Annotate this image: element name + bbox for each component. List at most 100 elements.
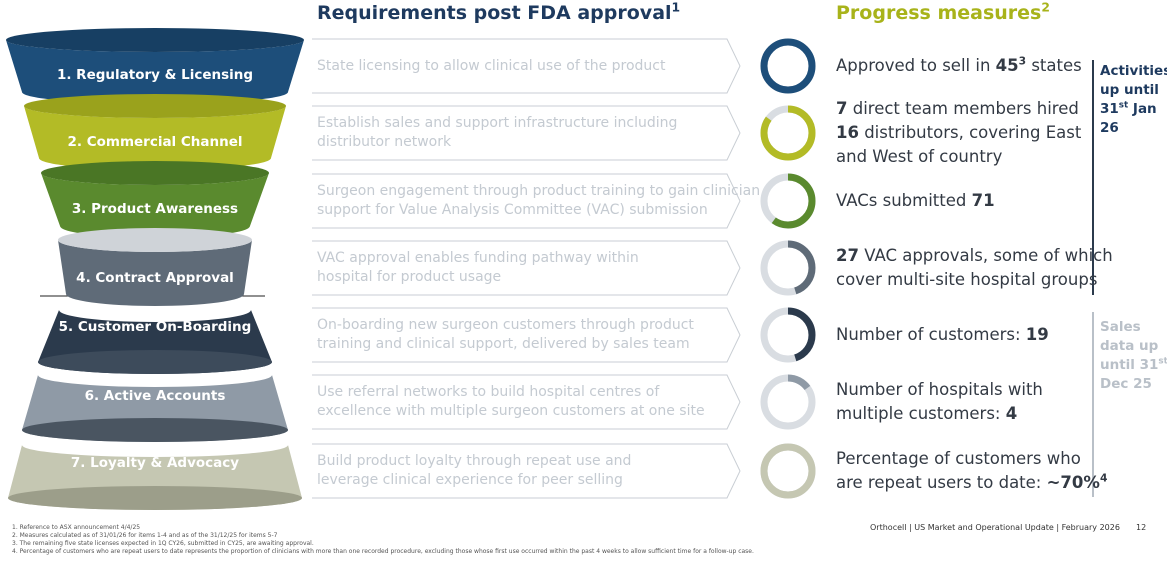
- requirement: On-boarding new surgeon customers throug…: [317, 316, 694, 354]
- text-line: until 31st: [1100, 356, 1167, 375]
- text-line: are repeat users to date: ~70%4: [836, 471, 1107, 495]
- text-line: Activities: [1100, 62, 1167, 81]
- requirement-arrow: [312, 38, 741, 94]
- text-run: st: [1158, 356, 1167, 367]
- requirement-line: distributor network: [317, 134, 452, 150]
- text-run: direct team members hired: [847, 99, 1079, 118]
- funnel-stage: [6, 40, 304, 104]
- text-line: Number of hospitals with: [836, 378, 1043, 402]
- requirement-arrow: [312, 374, 741, 430]
- side-note: Activities up until 31st Jan 26: [1100, 62, 1167, 138]
- text-run: Number of customers:: [836, 325, 1026, 344]
- funnel-cap: [38, 350, 272, 374]
- ring-progress: [760, 105, 816, 161]
- requirement-line: Build product loyalty through repeat use…: [317, 453, 632, 469]
- requirement-arrow: [312, 443, 741, 499]
- progress-measure: Approved to sell in 453 states: [836, 54, 1082, 78]
- text-run: Dec 25: [1100, 376, 1152, 392]
- text-run: multiple customers:: [836, 404, 1006, 423]
- text-run: VAC approvals, some of which: [858, 246, 1113, 265]
- requirement: Build product loyalty through repeat use…: [317, 452, 631, 490]
- requirement-arrow: [312, 240, 741, 296]
- text-run: Number of hospitals with: [836, 380, 1043, 399]
- funnel-cap: [8, 486, 302, 510]
- requirement-line: leverage clinical experience for peer se…: [317, 472, 623, 488]
- progress-measure: 7 direct team members hired 16 distributo…: [836, 97, 1081, 169]
- progress-title: Progress measures2: [836, 0, 1050, 24]
- text-line: 7 direct team members hired: [836, 97, 1081, 121]
- requirement-line: training and clinical support, delivered…: [317, 336, 690, 352]
- requirement-line: State licensing to allow clinical use of…: [317, 57, 666, 74]
- funnel-label: 5. Customer On-Boarding: [59, 319, 252, 335]
- progress-measure: 27 VAC approvals, some of which cover mul…: [836, 244, 1113, 292]
- requirement-line: Establish sales and support infrastructu…: [317, 115, 678, 131]
- ring-progress: [760, 240, 816, 296]
- footer: Orthocell | US Market and Operational Up…: [870, 523, 1120, 532]
- requirement-arrow: [312, 105, 741, 161]
- progress-measure: Number of customers: 19: [836, 323, 1049, 347]
- text-line: 31st Jan: [1100, 100, 1167, 119]
- text-run: Activities: [1100, 63, 1167, 79]
- text-line: multiple customers: 4: [836, 402, 1043, 426]
- text-run: VACs submitted: [836, 191, 972, 210]
- ring-progress: [760, 443, 816, 499]
- text-run: cover multi-site hospital groups: [836, 270, 1098, 289]
- text-run: 31: [1100, 101, 1119, 117]
- text-run: distributors, covering East: [858, 123, 1082, 142]
- funnel-label: 1. Regulatory & Licensing: [57, 67, 253, 83]
- requirement-line: hospital for product usage: [317, 269, 502, 285]
- footnote: 1. Reference to ASX announcement 4/4/25: [12, 524, 141, 531]
- text-run: Approved to sell in: [836, 56, 996, 75]
- funnel-cap: [41, 161, 269, 185]
- funnel-stage: [58, 240, 252, 306]
- funnel-label: 6. Active Accounts: [85, 388, 226, 404]
- funnel-stage: [41, 173, 269, 238]
- requirement: State licensing to allow clinical use of…: [317, 57, 666, 76]
- requirements-title: Requirements post FDA approval1: [317, 0, 681, 24]
- text-line: VACs submitted 71: [836, 189, 995, 213]
- requirement-arrow: [312, 307, 741, 363]
- requirement: Surgeon engagement through product train…: [317, 182, 760, 220]
- text-run: 19: [1025, 325, 1049, 344]
- text-line: 16 distributors, covering East: [836, 121, 1081, 145]
- requirement-line: support for Value Analysis Committee (VA…: [317, 202, 708, 218]
- text-run: and West of country: [836, 147, 1003, 166]
- text-run: up until: [1100, 82, 1159, 98]
- text-run: Jan: [1128, 101, 1157, 117]
- requirement-line: Surgeon engagement through product train…: [317, 183, 761, 199]
- text-run: 71: [971, 191, 995, 210]
- requirement-line: excellence with multiple surgeon custome…: [317, 403, 705, 419]
- footnote: 4. Percentage of customers who are repea…: [12, 548, 754, 555]
- text-run: 4: [1005, 404, 1018, 423]
- side-note: Sales data up until 31st Dec 25: [1100, 318, 1167, 394]
- funnel-label: 7. Loyalty & Advocacy: [71, 455, 239, 471]
- footnote: 2. Measures calculated as of 31/01/26 fo…: [12, 532, 278, 539]
- text-run: 16: [836, 123, 859, 142]
- text-run: data up: [1100, 338, 1159, 354]
- ring-progress: [760, 38, 816, 94]
- page-number: 12: [1136, 523, 1147, 532]
- text-line: data up: [1100, 337, 1167, 356]
- requirement-line: On-boarding new surgeon customers throug…: [317, 317, 694, 333]
- text-run: 26: [1100, 120, 1119, 136]
- progress-measure: Percentage of customers who are repeat us…: [836, 447, 1107, 495]
- text-run: are repeat users to date:: [836, 473, 1047, 492]
- funnel-cap: [24, 94, 286, 118]
- ring-progress: [760, 307, 816, 363]
- text-line: Number of customers: 19: [836, 323, 1049, 347]
- ring-progress: [760, 173, 816, 229]
- funnel-cap: [6, 28, 304, 52]
- ring-progress: [760, 374, 816, 430]
- text-run: states: [1026, 56, 1082, 75]
- requirement: VAC approval enables funding pathway wit…: [317, 249, 639, 287]
- text-line: and West of country: [836, 145, 1081, 169]
- requirement: Establish sales and support infrastructu…: [317, 114, 677, 152]
- requirement-arrow: [312, 173, 741, 229]
- text-run: 3: [1018, 54, 1027, 68]
- footnotes: 1. Reference to ASX announcement 4/4/25 2…: [12, 524, 754, 556]
- text-line: cover multi-site hospital groups: [836, 268, 1113, 292]
- funnel-cap: [58, 228, 252, 252]
- progress-measure: VACs submitted 71: [836, 189, 995, 213]
- text-line: Sales: [1100, 318, 1167, 337]
